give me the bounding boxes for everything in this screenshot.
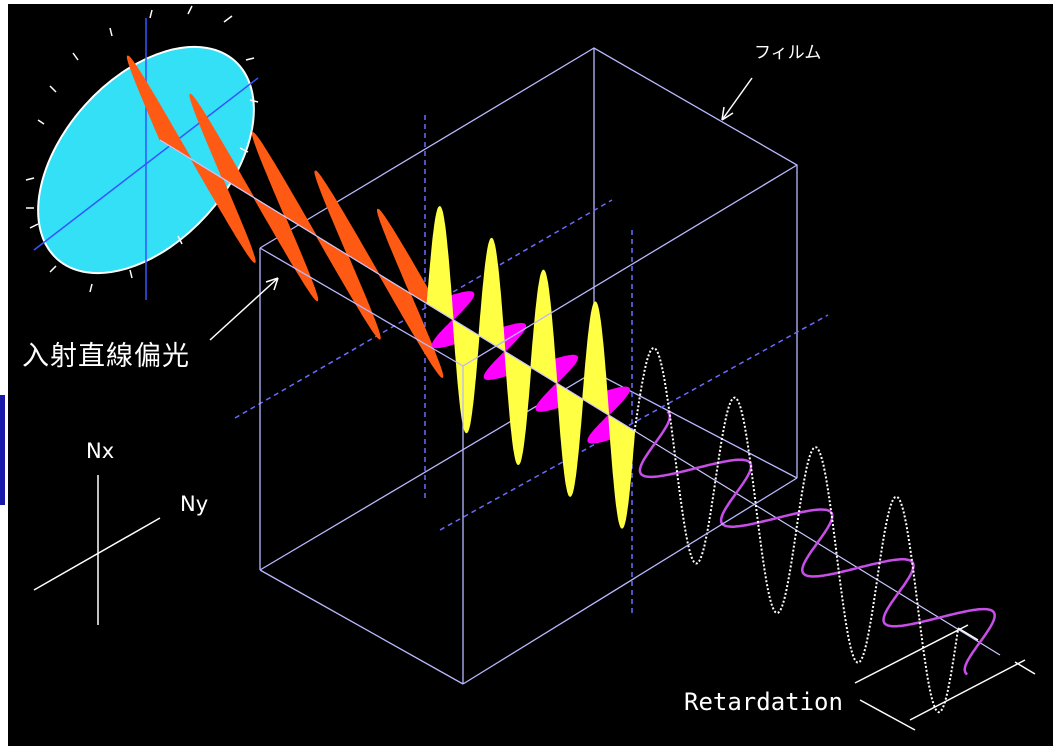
x-wave-exit [633, 347, 959, 714]
left-edge-mark [0, 395, 5, 505]
film-box-front [259, 164, 798, 685]
nx-ny-axes [33, 475, 161, 625]
polarizer-disc [25, 5, 259, 300]
ny-label: Ny [180, 492, 209, 516]
y-wave-exit [638, 410, 996, 676]
nx-label: Nx [86, 439, 115, 463]
film-label: フィルム [754, 43, 822, 63]
retardation-label: Retardation [684, 688, 843, 716]
guide-lines [234, 115, 829, 615]
incident-light-label: 入射直線偏光 [22, 341, 190, 372]
incident-arrow [209, 277, 279, 341]
beam-axis [159, 139, 1001, 656]
retardation-bracket [854, 624, 1036, 731]
x-wave-in-film [426, 206, 636, 529]
film-arrow [721, 77, 753, 121]
